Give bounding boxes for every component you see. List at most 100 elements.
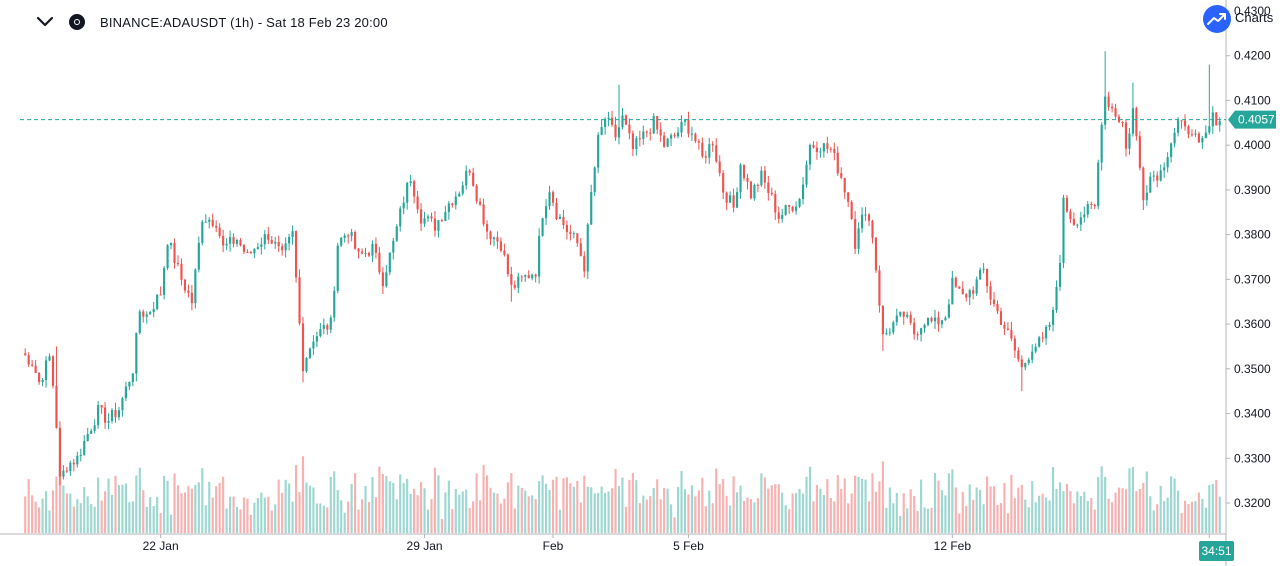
candle-body (923, 324, 926, 329)
candle-body (44, 360, 48, 381)
candle-body (1055, 286, 1058, 310)
candle (440, 218, 443, 222)
candle-body (187, 290, 190, 293)
candle (399, 206, 402, 232)
volume-bar (208, 481, 211, 533)
volume-bar (583, 475, 586, 533)
volume-bar (24, 496, 27, 533)
volume-bar (1111, 502, 1114, 533)
candle-body (847, 192, 850, 202)
candle-body (548, 192, 551, 207)
volume-bar (180, 493, 183, 533)
candle-body (867, 214, 871, 221)
volume-bar (399, 474, 402, 533)
volume-bar (774, 484, 777, 533)
volume-bar (576, 480, 579, 533)
candle-body (149, 311, 152, 315)
volume-bar (545, 483, 548, 533)
candle (930, 316, 933, 323)
volume-bar (979, 489, 982, 533)
volume-bar (378, 466, 381, 533)
candle-body (1065, 197, 1069, 212)
trending-up-icon[interactable] (1201, 3, 1233, 35)
candle-body (895, 315, 898, 323)
volume-bar (201, 468, 204, 533)
candle-body (583, 255, 586, 272)
candle (645, 130, 648, 138)
candle-body (1111, 106, 1114, 109)
candle (506, 253, 509, 277)
candle (933, 309, 937, 330)
candle (76, 451, 79, 468)
candle (1138, 130, 1141, 171)
volume-bar (690, 485, 693, 533)
volume-bar (79, 503, 82, 533)
candle (357, 248, 360, 259)
candle (242, 243, 246, 255)
volume-bar (1017, 487, 1020, 533)
candle (131, 372, 134, 387)
candle (1048, 321, 1051, 331)
candle-body (982, 268, 985, 270)
candle-body (572, 233, 575, 235)
candle (423, 211, 426, 227)
volume-bar (1156, 504, 1159, 533)
volume-bar (1097, 477, 1100, 533)
candle (326, 323, 329, 335)
chevron-down-icon[interactable] (36, 15, 54, 29)
volume-bar (482, 464, 485, 533)
volume-bar (468, 507, 471, 533)
candle (187, 284, 190, 298)
volume-bar (833, 501, 836, 533)
volume-bar (1124, 489, 1128, 533)
volume-bar (1107, 498, 1110, 533)
candle (308, 347, 312, 359)
candle-body (169, 243, 173, 246)
candle (867, 213, 871, 226)
candle (124, 381, 127, 402)
volume-bar (926, 508, 930, 533)
candle-body (1017, 350, 1020, 360)
candle-body (538, 235, 541, 277)
volume-bar (1128, 468, 1131, 533)
candle-body (294, 231, 298, 278)
volume-bar (1187, 503, 1190, 533)
candle (260, 237, 263, 255)
candle-body (600, 126, 603, 135)
candle (1173, 127, 1176, 148)
brand-label[interactable]: Charts (1235, 10, 1274, 25)
candle-body (1090, 203, 1093, 205)
candle (576, 233, 579, 247)
volume-bar (1152, 510, 1155, 533)
candle-body (562, 216, 565, 226)
candle (413, 179, 416, 204)
volume-bar (1031, 481, 1034, 533)
volume-bar (1218, 496, 1221, 533)
candle-body (1194, 133, 1197, 135)
volume-bar (972, 499, 975, 533)
candle (298, 269, 301, 326)
candle-body (871, 220, 874, 238)
candle (992, 291, 996, 307)
candle-body (406, 182, 409, 203)
candle (1031, 344, 1034, 364)
candle (1034, 343, 1037, 354)
candle (1072, 212, 1075, 227)
candle (465, 165, 468, 190)
volume-bar (492, 492, 496, 533)
candle-body (69, 462, 72, 472)
volume-bar (1190, 501, 1194, 533)
candle-body (232, 237, 235, 244)
candle (183, 278, 187, 294)
candle-body (426, 216, 430, 219)
candle (913, 317, 916, 340)
candle-body (1020, 359, 1023, 368)
last-price-line: 0.4057 (20, 110, 1276, 129)
candle-body (992, 299, 996, 304)
y-tick-label: 0.3300 (1234, 451, 1271, 465)
volume-bar (708, 490, 711, 533)
volume-bar (1201, 498, 1204, 533)
volume-bar (76, 499, 79, 533)
